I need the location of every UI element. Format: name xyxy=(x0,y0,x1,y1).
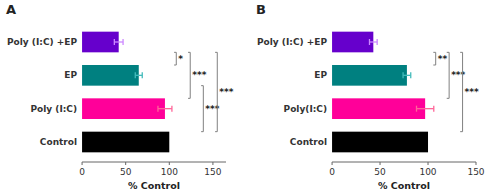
error-cap xyxy=(171,106,172,112)
significance-label: *** xyxy=(192,70,206,80)
error-cap xyxy=(122,39,123,45)
x-tick-label: 50 xyxy=(374,167,386,177)
significance-label: * xyxy=(178,54,183,64)
error-cap xyxy=(114,39,115,45)
error-cap xyxy=(377,39,378,45)
bar xyxy=(82,98,165,119)
background xyxy=(0,0,500,196)
marks xyxy=(82,32,172,153)
significance-label: *** xyxy=(451,70,465,80)
significance-bracket xyxy=(188,52,190,98)
error-cap xyxy=(369,39,370,45)
error-cap xyxy=(157,106,158,112)
bracket-line xyxy=(201,86,203,132)
x-tick xyxy=(332,162,333,165)
bar xyxy=(332,65,407,86)
error-line xyxy=(369,41,377,42)
significance-label: *** xyxy=(465,87,479,97)
category-label: Poly (I:C) xyxy=(30,104,77,114)
error-bar xyxy=(114,39,123,45)
x-tick-label: 100 xyxy=(419,167,436,177)
x-tick xyxy=(380,162,381,165)
error-bar xyxy=(135,72,142,78)
category-label: EP xyxy=(314,70,327,80)
x-tick xyxy=(428,162,429,165)
bracket-line xyxy=(174,52,176,65)
x-tick-label: 150 xyxy=(204,167,221,177)
error-cap xyxy=(402,72,403,78)
bar xyxy=(82,132,169,153)
significance-bracket xyxy=(215,52,217,131)
error-cap xyxy=(433,106,434,112)
significance-bracket xyxy=(460,52,462,131)
x-tick xyxy=(476,162,477,165)
error-bar xyxy=(158,106,172,112)
error-bar xyxy=(369,39,377,45)
category-label: Poly(I:C) xyxy=(284,104,328,114)
panel-label: A xyxy=(6,2,16,17)
category-label: Control xyxy=(40,137,77,147)
error-cap xyxy=(135,72,136,78)
bracket-line xyxy=(433,52,435,65)
x-tick xyxy=(212,162,213,165)
error-cap xyxy=(416,106,417,112)
x-tick xyxy=(169,162,170,165)
chart: Poly (I:C) +EP EP Poly (I:C) Control A 0 50 100… xyxy=(0,0,500,196)
category-label: EP xyxy=(64,70,77,80)
category-label: Control xyxy=(290,137,327,147)
bar xyxy=(332,32,373,53)
error-line xyxy=(417,108,434,109)
error-cap xyxy=(142,72,143,78)
error-bar xyxy=(403,72,411,78)
x-tick-label: 0 xyxy=(79,167,85,177)
category-label: Poly (I:C) +EP xyxy=(7,37,77,47)
x-tick-label: 150 xyxy=(467,167,484,177)
bar xyxy=(332,98,425,119)
error-bar xyxy=(417,106,434,112)
significance-label: ** xyxy=(438,54,448,64)
bar xyxy=(332,132,428,153)
x-axis-label: % Control xyxy=(128,180,180,191)
significance-bracket xyxy=(201,86,203,132)
significance-bracket xyxy=(433,52,435,65)
error-line xyxy=(114,41,123,42)
significance-label: *** xyxy=(219,87,233,97)
panel: Poly (I:C) +EP EP Poly (I:C) Control A 0 50 100… xyxy=(6,2,234,191)
error-line xyxy=(403,75,411,76)
error-line xyxy=(135,75,142,76)
x-tick xyxy=(125,162,126,165)
significance-bracket xyxy=(174,52,176,65)
x-tick xyxy=(82,162,83,165)
marks xyxy=(332,32,434,153)
bracket-line xyxy=(447,52,449,98)
category-label: Poly (I:C) +EP xyxy=(257,37,327,47)
x-axis-label: % Control xyxy=(378,180,430,191)
x-tick-label: 50 xyxy=(120,167,132,177)
panel: Poly (I:C) +EP EP Poly(I:C) Control B 0 50 100 1… xyxy=(256,2,485,191)
x-tick-label: 100 xyxy=(161,167,178,177)
bar xyxy=(82,65,139,86)
x-axis xyxy=(82,162,226,163)
x-axis xyxy=(332,162,476,163)
error-cap xyxy=(410,72,411,78)
error-line xyxy=(158,108,172,109)
x-tick-label: 0 xyxy=(329,167,335,177)
bracket-line xyxy=(215,52,217,131)
panel-label: B xyxy=(256,2,266,17)
bar xyxy=(82,32,119,53)
bracket-line xyxy=(188,52,190,98)
bracket-line xyxy=(460,52,462,131)
significance-bracket xyxy=(447,52,449,98)
